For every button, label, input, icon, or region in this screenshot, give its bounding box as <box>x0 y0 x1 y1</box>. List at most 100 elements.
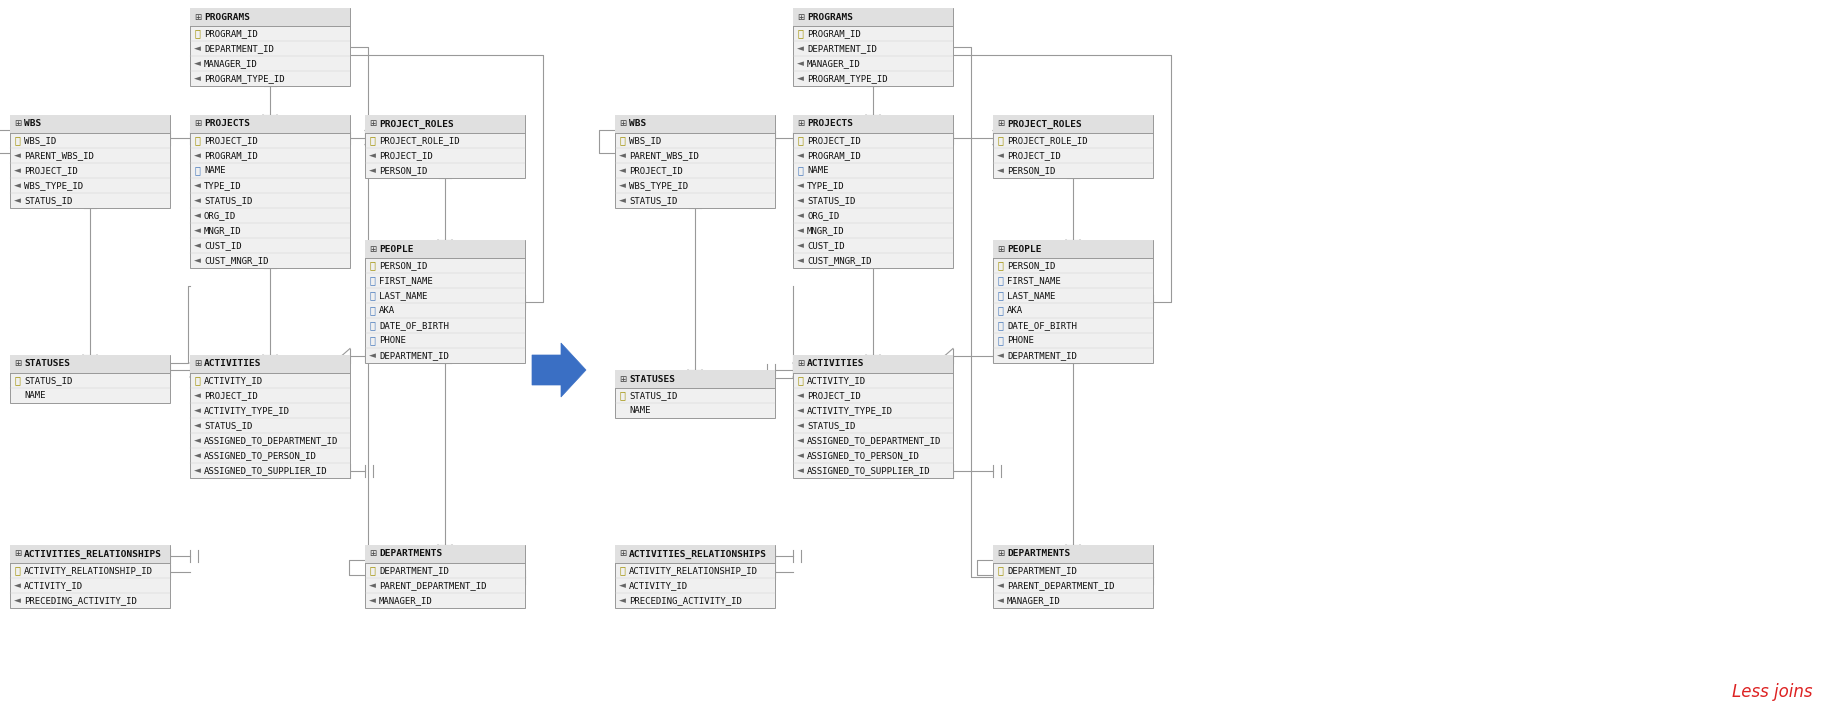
Text: ⚿: ⚿ <box>15 376 20 386</box>
Text: ⊞: ⊞ <box>369 550 377 558</box>
Text: ◄: ◄ <box>194 181 201 190</box>
Text: ⚿: ⚿ <box>369 260 375 270</box>
Text: ⚿: ⚿ <box>996 290 1004 300</box>
Text: DEPARTMENTS: DEPARTMENTS <box>378 550 442 558</box>
Text: ⊞: ⊞ <box>996 245 1004 254</box>
Text: ◄: ◄ <box>797 74 804 83</box>
Text: ACTIVITY_ID: ACTIVITY_ID <box>205 376 263 385</box>
Text: ASSIGNED_TO_DEPARTMENT_ID: ASSIGNED_TO_DEPARTMENT_ID <box>205 436 338 445</box>
FancyBboxPatch shape <box>9 115 170 133</box>
FancyBboxPatch shape <box>993 115 1153 178</box>
FancyBboxPatch shape <box>793 355 952 478</box>
Text: ◄: ◄ <box>194 406 201 415</box>
FancyBboxPatch shape <box>9 355 170 403</box>
Text: ◄: ◄ <box>13 151 20 160</box>
Text: MANAGER_ID: MANAGER_ID <box>205 59 258 68</box>
Text: WBS_ID: WBS_ID <box>24 136 57 145</box>
Text: ◄: ◄ <box>194 256 201 265</box>
Text: ◄: ◄ <box>797 59 804 68</box>
FancyBboxPatch shape <box>366 115 525 178</box>
Text: STATUS_ID: STATUS_ID <box>205 196 252 205</box>
Text: ⚿: ⚿ <box>369 305 375 315</box>
Text: ◄: ◄ <box>618 196 625 205</box>
Text: STATUS_ID: STATUS_ID <box>205 421 252 430</box>
Text: STATUS_ID: STATUS_ID <box>629 391 678 400</box>
Text: WBS_TYPE_ID: WBS_TYPE_ID <box>629 181 687 190</box>
FancyBboxPatch shape <box>366 115 525 133</box>
Text: ⚿: ⚿ <box>996 135 1004 145</box>
FancyBboxPatch shape <box>793 115 952 133</box>
Text: ASSIGNED_TO_SUPPLIER_ID: ASSIGNED_TO_SUPPLIER_ID <box>205 466 327 475</box>
FancyBboxPatch shape <box>366 545 525 608</box>
Text: ◄: ◄ <box>797 391 804 400</box>
Text: Less joins: Less joins <box>1733 683 1813 701</box>
Text: ◄: ◄ <box>797 406 804 415</box>
Text: ⊞: ⊞ <box>620 374 627 384</box>
Text: ⚿: ⚿ <box>996 305 1004 315</box>
Text: LAST_NAME: LAST_NAME <box>378 291 428 300</box>
Text: ⚿: ⚿ <box>369 565 375 575</box>
Text: ◄: ◄ <box>797 226 804 235</box>
Text: ◄: ◄ <box>13 181 20 190</box>
Text: ACTIVITY_RELATIONSHIP_ID: ACTIVITY_RELATIONSHIP_ID <box>629 566 759 575</box>
Text: ACTIVITY_ID: ACTIVITY_ID <box>629 581 687 590</box>
FancyBboxPatch shape <box>9 115 170 208</box>
Text: AKA: AKA <box>1007 306 1024 315</box>
FancyBboxPatch shape <box>190 355 349 478</box>
Text: ⚿: ⚿ <box>369 135 375 145</box>
FancyBboxPatch shape <box>993 115 1153 133</box>
FancyBboxPatch shape <box>366 240 525 258</box>
Text: ⚿: ⚿ <box>620 135 625 145</box>
Text: ORG_ID: ORG_ID <box>806 211 839 220</box>
Text: PARENT_DEPARTMENT_ID: PARENT_DEPARTMENT_ID <box>1007 581 1115 590</box>
Text: MNGR_ID: MNGR_ID <box>205 226 241 235</box>
FancyBboxPatch shape <box>9 545 170 608</box>
Text: ⊞: ⊞ <box>369 245 377 254</box>
Text: ⚿: ⚿ <box>194 135 199 145</box>
Text: PROJECT_ROLE_ID: PROJECT_ROLE_ID <box>1007 136 1088 145</box>
Text: STATUS_ID: STATUS_ID <box>629 196 678 205</box>
FancyBboxPatch shape <box>793 8 952 26</box>
Text: ⚿: ⚿ <box>797 376 802 386</box>
Text: FIRST_NAME: FIRST_NAME <box>378 276 433 285</box>
Text: ◄: ◄ <box>996 581 1004 590</box>
FancyBboxPatch shape <box>793 355 952 373</box>
Text: ⚿: ⚿ <box>996 336 1004 346</box>
Text: PROJECTS: PROJECTS <box>205 120 250 128</box>
FancyBboxPatch shape <box>9 355 170 373</box>
Text: ⚿: ⚿ <box>369 321 375 331</box>
Text: PROJECT_ID: PROJECT_ID <box>629 166 682 175</box>
Text: ◄: ◄ <box>618 596 625 605</box>
Text: ACTIVITY_ID: ACTIVITY_ID <box>24 581 82 590</box>
FancyBboxPatch shape <box>190 115 349 268</box>
FancyBboxPatch shape <box>366 240 525 363</box>
Text: ◄: ◄ <box>194 391 201 400</box>
Text: ◄: ◄ <box>797 256 804 265</box>
Text: ⊞: ⊞ <box>369 120 377 128</box>
Text: ◄: ◄ <box>797 451 804 460</box>
FancyBboxPatch shape <box>793 8 952 86</box>
Text: ⚿: ⚿ <box>797 135 802 145</box>
Text: ◄: ◄ <box>194 74 201 83</box>
Text: MANAGER_ID: MANAGER_ID <box>1007 596 1060 605</box>
Text: ◄: ◄ <box>369 166 375 175</box>
Text: ⊞: ⊞ <box>620 120 627 128</box>
Text: MNGR_ID: MNGR_ID <box>806 226 845 235</box>
Text: ⚿: ⚿ <box>620 391 625 401</box>
Text: DATE_OF_BIRTH: DATE_OF_BIRTH <box>378 321 450 330</box>
Text: WBS: WBS <box>629 120 647 128</box>
Text: TYPE_ID: TYPE_ID <box>205 181 241 190</box>
Text: PROJECT_ROLE_ID: PROJECT_ROLE_ID <box>378 136 459 145</box>
Text: ◄: ◄ <box>618 151 625 160</box>
Text: PROGRAM_TYPE_ID: PROGRAM_TYPE_ID <box>205 74 285 83</box>
Text: TYPE_ID: TYPE_ID <box>806 181 845 190</box>
Text: ORG_ID: ORG_ID <box>205 211 236 220</box>
Text: ⊞: ⊞ <box>996 120 1004 128</box>
Text: PROJECT_ID: PROJECT_ID <box>205 136 258 145</box>
Text: FIRST_NAME: FIRST_NAME <box>1007 276 1060 285</box>
Text: PERSON_ID: PERSON_ID <box>378 261 428 270</box>
Text: ⚿: ⚿ <box>15 565 20 575</box>
Text: ◄: ◄ <box>618 166 625 175</box>
Text: ◄: ◄ <box>797 211 804 220</box>
Text: ◄: ◄ <box>194 211 201 220</box>
